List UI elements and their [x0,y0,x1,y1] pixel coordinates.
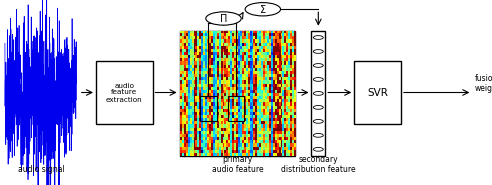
Text: audio signal: audio signal [18,165,65,174]
Bar [180,31,295,156]
Circle shape [313,92,323,95]
Text: audio
feature
extraction: audio feature extraction [106,83,143,102]
Circle shape [313,36,323,39]
Circle shape [313,105,323,109]
Text: $\Sigma$: $\Sigma$ [259,3,267,15]
Circle shape [313,147,323,151]
Text: primary
audio feature: primary audio feature [212,154,263,174]
Text: $\Pi$: $\Pi$ [219,12,228,24]
Bar [311,31,325,156]
Text: SVR: SVR [367,88,388,97]
Bar [96,61,153,124]
Bar [200,96,216,121]
Text: secondary
distribution feature: secondary distribution feature [281,154,356,174]
Bar [354,61,401,124]
Circle shape [206,12,241,25]
Circle shape [313,78,323,81]
Bar [228,96,245,121]
Circle shape [313,120,323,123]
Circle shape [313,64,323,67]
Circle shape [245,3,280,16]
Circle shape [313,50,323,53]
Text: fusion
weights: fusion weights [475,74,492,93]
Circle shape [313,134,323,137]
